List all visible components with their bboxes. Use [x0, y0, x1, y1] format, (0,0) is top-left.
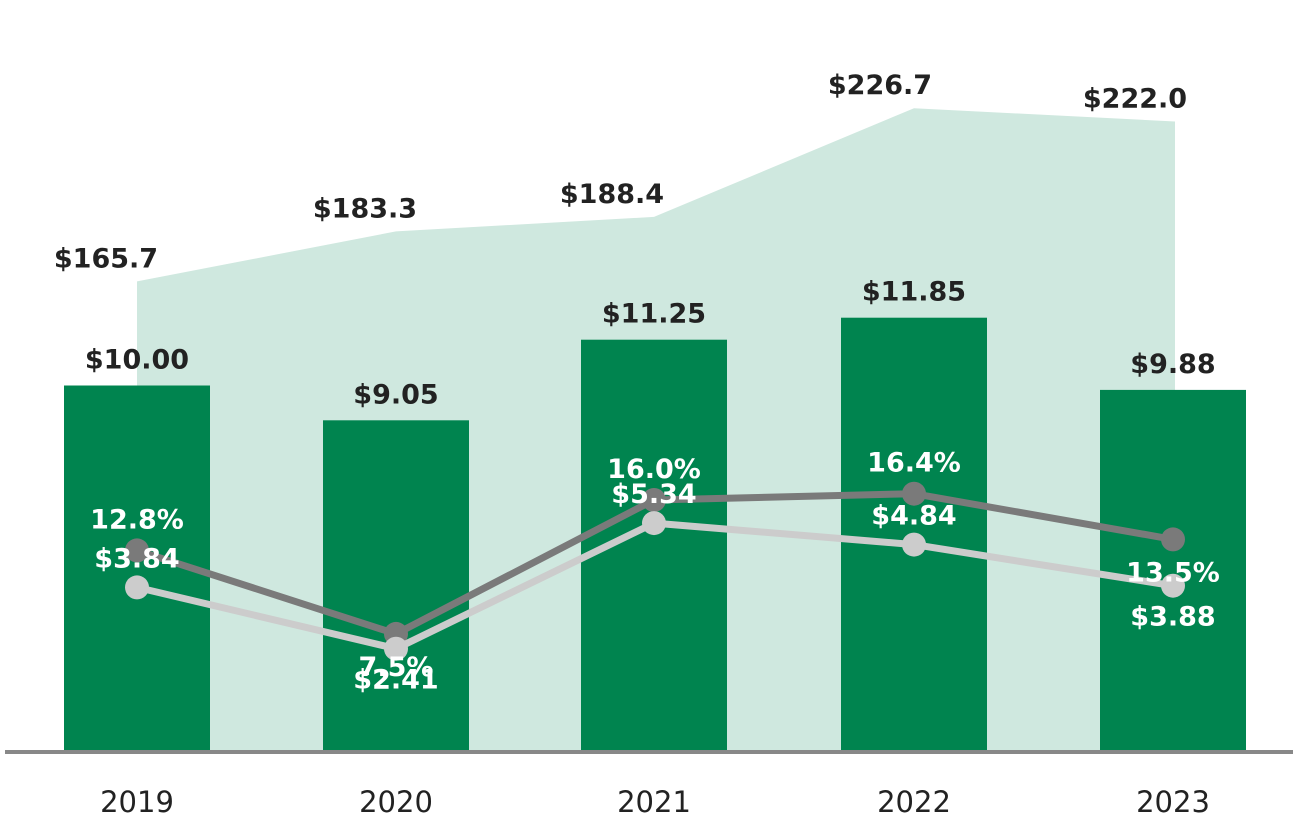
x-tick-2019: 2019	[100, 785, 174, 819]
percent-label-2019: 12.8%	[90, 504, 184, 535]
percent-point-2023	[1161, 527, 1185, 552]
percent-label-2023: 13.5%	[1126, 557, 1220, 588]
line-layer	[125, 481, 1185, 661]
percent-label-2021: 16.0%	[607, 454, 701, 485]
percent-point-2022	[902, 481, 926, 506]
bar-2020	[323, 420, 469, 752]
area-label-2022: $226.7	[828, 70, 932, 101]
small-label-2022: $4.84	[871, 501, 956, 532]
percent-point-2021	[642, 488, 666, 512]
x-tick-2020: 2020	[359, 785, 433, 819]
area-label-2023: $222.0	[1083, 84, 1187, 115]
x-tick-2023: 2023	[1136, 785, 1210, 819]
small-label-2023: $3.88	[1130, 602, 1215, 633]
small-point-2022	[902, 532, 926, 557]
bar-2023	[1100, 389, 1246, 752]
bar-label-2022: $11.85	[862, 277, 966, 308]
small-point-2020	[384, 636, 408, 661]
tick-layer: 2019 2020 2021 2022 2023	[100, 785, 1210, 819]
percent-label-2020: 7.5%	[359, 652, 434, 683]
bar-label-2023: $9.88	[1130, 349, 1215, 380]
small-point-2019	[125, 575, 149, 600]
label-layer: $165.7 $183.3 $188.4 $226.7 $222.0 $10.00 $9.0…	[54, 70, 1220, 696]
percent-point-2019	[125, 538, 149, 563]
area-label-2020: $183.3	[313, 193, 417, 224]
x-tick-2022: 2022	[877, 785, 951, 819]
area-label-2019: $165.7	[54, 243, 158, 274]
bar-layer	[64, 317, 1246, 752]
small-label-2020: $2.41	[353, 665, 438, 696]
small-point-2023	[1161, 573, 1185, 598]
percent-label-2022: 16.4%	[867, 448, 961, 479]
small-label-2019: $3.84	[94, 543, 179, 574]
small-point-2021	[642, 511, 666, 536]
bar-label-2020: $9.05	[353, 379, 438, 410]
area-label-2021: $188.4	[560, 179, 664, 210]
bar-label-2021: $11.25	[602, 299, 706, 330]
x-tick-2021: 2021	[617, 785, 691, 819]
bar-label-2019: $10.00	[85, 345, 189, 376]
small-label-2021: $5.34	[611, 479, 696, 510]
